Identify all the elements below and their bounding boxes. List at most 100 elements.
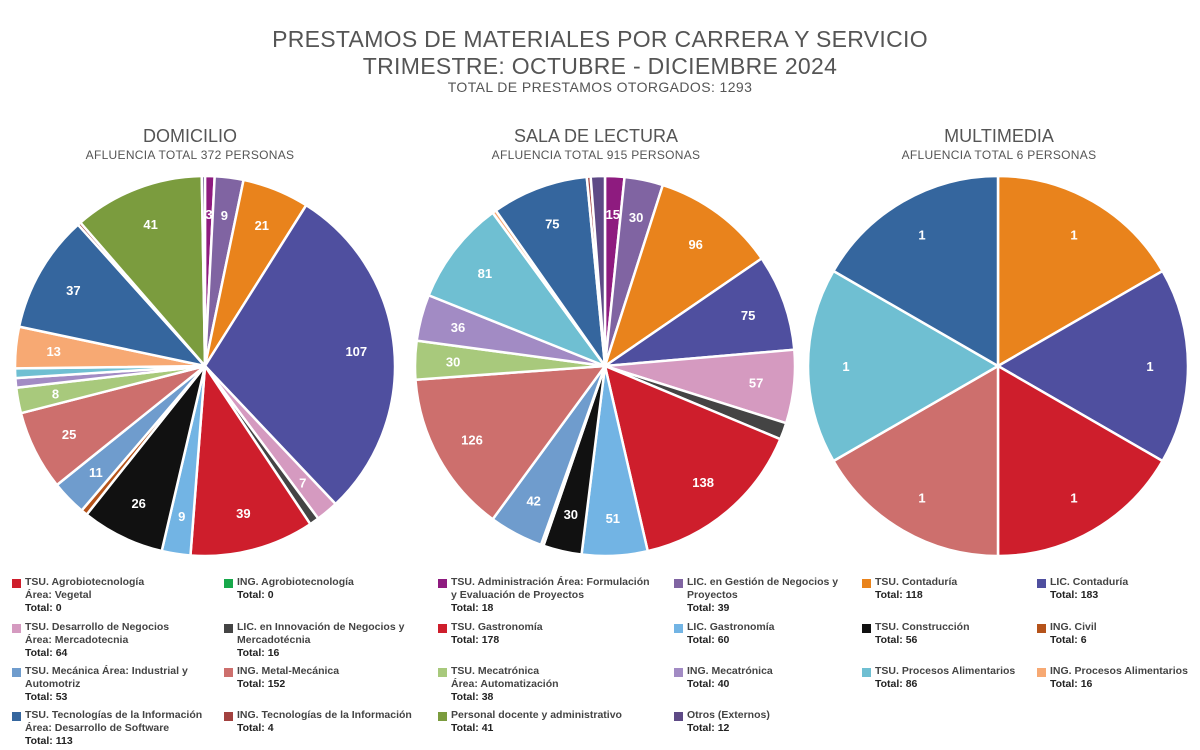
legend-total: Total: 86 (875, 678, 918, 690)
pie-domicilio-slice (189, 364, 312, 558)
pie-domicilio-data-label: 21 (255, 218, 269, 233)
legend-label: TSU. Tecnologías de la Información Área:… (25, 709, 203, 734)
legend-total: Total: 18 (451, 602, 494, 614)
pie-multimedia-title: MULTIMEDIA (944, 126, 1054, 146)
pie-multimedia-data-label: 1 (1070, 227, 1077, 242)
legend-item: Personal docente y administrativo Total: … (438, 709, 653, 735)
pie-sala-data-label: 96 (688, 237, 702, 252)
legend-item: TSU. Agrobiotecnología Área: Vegetal Tota… (12, 576, 227, 615)
legend-swatch (674, 624, 683, 633)
legend-total: Total: 53 (25, 691, 68, 703)
pie-multimedia-slice (806, 269, 1000, 463)
legend-label: ING. Mecatrónica (687, 665, 773, 677)
pie-sala-data-label: 138 (692, 475, 714, 490)
legend-item: TSU. Construcción Total: 56 (862, 621, 1077, 647)
legend-item: TSU. Gastronomía Total: 178 (438, 621, 653, 647)
legend-total: Total: 4 (237, 722, 274, 734)
pie-domicilio-data-label: 25 (62, 427, 76, 442)
pie-multimedia-slice (832, 174, 1000, 368)
legend-swatch (12, 579, 21, 588)
legend-swatch (12, 712, 21, 721)
pie-multimedia-data-label: 1 (842, 359, 849, 374)
pie-multimedia-data-label: 1 (918, 227, 925, 242)
legend-total: Total: 40 (687, 678, 730, 690)
legend-total: Total: 0 (237, 589, 274, 601)
legend-swatch (224, 668, 233, 677)
pie-domicilio-header: DOMICILIO AFLUENCIA TOTAL 372 PERSONAS (40, 126, 340, 162)
legend-swatch (12, 668, 21, 677)
pie-domicilio-data-label: 8 (52, 387, 59, 402)
pie-sala-slice (414, 364, 607, 521)
pie-domicilio-subtitle: AFLUENCIA TOTAL 372 PERSONAS (85, 148, 295, 162)
legend-label: LIC. en Gestión de Negocios y Proyectos (687, 576, 839, 601)
pie-sala-slice (494, 175, 607, 368)
legend-item: TSU. Mecatrónica Área: Automatización Tot… (438, 665, 653, 704)
legend-label: Otros (Externos) (687, 709, 770, 721)
pie-sala-slice (603, 257, 796, 368)
legend-total: Total: 60 (687, 634, 730, 646)
pie-sala-data-label: 51 (606, 511, 620, 526)
pie-sala-data-label: 75 (741, 308, 755, 323)
legend-item: LIC. en Gestión de Negocios y Proyectos T… (674, 576, 889, 615)
legend-swatch (674, 712, 683, 721)
legend-total: Total: 16 (237, 647, 280, 659)
pie-multimedia-data-label: 1 (1146, 359, 1153, 374)
legend-label: TSU. Contaduría (875, 576, 958, 588)
legend-total: Total: 38 (451, 691, 494, 703)
legend-swatch (862, 624, 871, 633)
legend-total: Total: 64 (25, 647, 68, 659)
legend-swatch (674, 668, 683, 677)
pie-multimedia-data-label: 1 (1070, 491, 1077, 506)
legend-label: LIC. en Innovación de Negocios y Mercado… (237, 621, 405, 646)
legend-swatch (862, 579, 871, 588)
pie-domicilio-slice (79, 174, 207, 368)
legend-total: Total: 183 (1050, 589, 1099, 601)
legend-label: TSU. Construcción (875, 621, 970, 633)
pie-multimedia-slice (832, 364, 1000, 558)
pie-domicilio-data-label: 37 (66, 283, 80, 298)
pie-multimedia: 1 1 1 1 1 1 (806, 174, 1190, 558)
legend-total: Total: 6 (1050, 634, 1087, 646)
legend-swatch (224, 624, 233, 633)
legend-label: ING. Metal-Mecánica (237, 665, 340, 677)
legend-swatch (1037, 579, 1046, 588)
legend-swatch (862, 668, 871, 677)
legend-label: LIC. Gastronomía (687, 621, 775, 633)
pie-domicilio-slice (17, 223, 207, 368)
pie-sala-data-label: 126 (461, 433, 483, 448)
legend-item: ING. Agrobiotecnología Total: 0 (224, 576, 439, 602)
pie-sala-data-label: 30 (446, 354, 460, 369)
legend-item: LIC. Gastronomía Total: 60 (674, 621, 889, 647)
legend-total: Total: 178 (451, 634, 500, 646)
pie-domicilio-data-label: 26 (131, 496, 145, 511)
pie-sala-data-label: 81 (478, 266, 492, 281)
chart-total-text: TOTAL DE PRESTAMOS OTORGADOS: 1293 (447, 79, 753, 95)
legend-item: TSU. Procesos Alimentarios Total: 86 (862, 665, 1077, 691)
pie-domicilio-data-label: 9 (221, 208, 228, 223)
legend-swatch (1037, 624, 1046, 633)
legend-item: ING. Procesos Alimentarios Total: 16 (1037, 665, 1200, 691)
pie-multimedia-subtitle: AFLUENCIA TOTAL 6 PERSONAS (901, 148, 1097, 162)
pie-sala-data-label: 30 (629, 210, 643, 225)
legend-item: ING. Civil Total: 6 (1037, 621, 1200, 647)
chart-subtitle: TRIMESTRE: OCTUBRE - DICIEMBRE 2024 (362, 53, 838, 79)
legend-label: ING. Agrobiotecnología (237, 576, 354, 588)
pie-sala: 15 30 96 75 57 138 51 30 42 126 30 36 81 75 (413, 174, 797, 558)
pie-sala-subtitle: AFLUENCIA TOTAL 915 PERSONAS (491, 148, 701, 162)
pie-multimedia-slice (996, 269, 1190, 463)
pie-sala-title: SALA DE LECTURA (513, 126, 679, 146)
pie-sala-data-label: 30 (564, 507, 578, 522)
legend-label: ING. Tecnologías de la Información (237, 709, 412, 721)
legend-item: TSU. Tecnologías de la Información Área:… (12, 709, 227, 748)
legend-item: ING. Metal-Mecánica Total: 152 (224, 665, 439, 691)
pie-multimedia-header: MULTIMEDIA AFLUENCIA TOTAL 6 PERSONAS (849, 126, 1149, 162)
legend-item: TSU. Desarrollo de Negocios Área: Mercad… (12, 621, 227, 660)
legend-label: ING. Procesos Alimentarios (1050, 665, 1188, 677)
pie-sala-data-label: 75 (545, 216, 559, 231)
pie-multimedia-slice (996, 174, 1164, 368)
legend-total: Total: 41 (451, 722, 494, 734)
pie-domicilio-data-label: 39 (236, 506, 250, 521)
legend-item: LIC. Contaduría Total: 183 (1037, 576, 1200, 602)
pie-domicilio-data-label: 7 (299, 475, 306, 490)
